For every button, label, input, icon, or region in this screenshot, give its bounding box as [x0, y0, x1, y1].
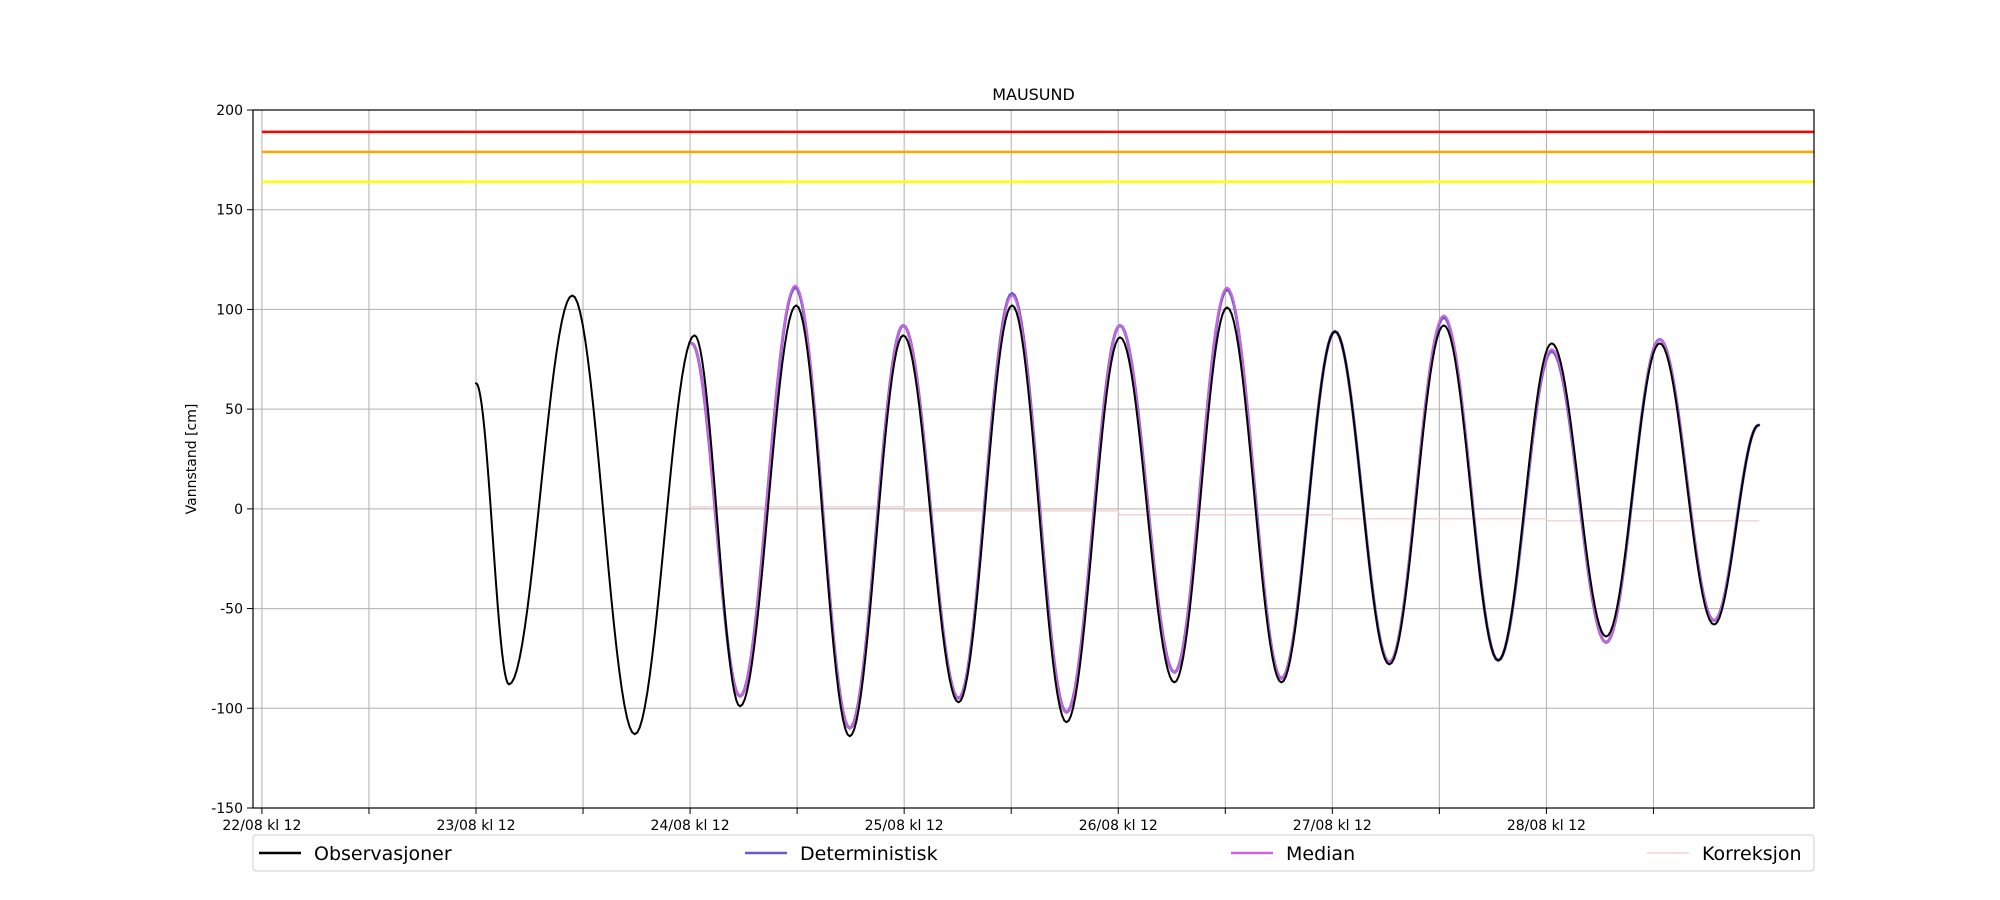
- x-tick-label: 27/08 kl 12: [1293, 818, 1372, 834]
- series-line-korreksjon: [689, 506, 1760, 522]
- legend-label: Korreksjon: [1702, 843, 1802, 865]
- grid-layer: [253, 109, 1814, 809]
- threshold-layer: [261, 130, 1814, 184]
- x-tick-label: 24/08 kl 12: [651, 818, 730, 834]
- legend-label: Median: [1286, 843, 1355, 865]
- x-tick-label: 26/08 kl 12: [1079, 818, 1158, 834]
- axis-layer: -150 -100 -50 0 50 100 150 200 22/08 kl 12 23/08 …: [211, 103, 1654, 834]
- chart-title: MAUSUND: [992, 85, 1075, 104]
- y-tick-label: -100: [211, 701, 243, 717]
- series-layer: [475, 284, 1761, 738]
- legend-label: Observasjoner: [314, 843, 452, 865]
- y-axis-label: Vannstand [cm]: [184, 404, 200, 515]
- x-tick-label: 25/08 kl 12: [865, 818, 944, 834]
- x-tick-label: 23/08 kl 12: [436, 818, 515, 834]
- series-line-observasjoner: [475, 294, 1760, 738]
- legend: Observasjoner Deterministisk Median Korreks…: [252, 834, 1815, 872]
- y-tick-label: 0: [234, 502, 243, 518]
- y-tick-label: -50: [220, 602, 243, 618]
- y-tick-label: 100: [216, 302, 243, 318]
- x-tick-label: 22/08 kl 12: [222, 818, 301, 834]
- x-tick-label: 28/08 kl 12: [1507, 818, 1586, 834]
- legend-label: Deterministisk: [800, 843, 938, 865]
- y-tick-label: 150: [216, 203, 243, 219]
- y-tick-label: 50: [225, 402, 243, 418]
- y-tick-label: -150: [211, 801, 243, 817]
- legend-frame: [252, 834, 1815, 872]
- plot-frame: [252, 109, 1815, 809]
- y-tick-label: 200: [216, 103, 243, 119]
